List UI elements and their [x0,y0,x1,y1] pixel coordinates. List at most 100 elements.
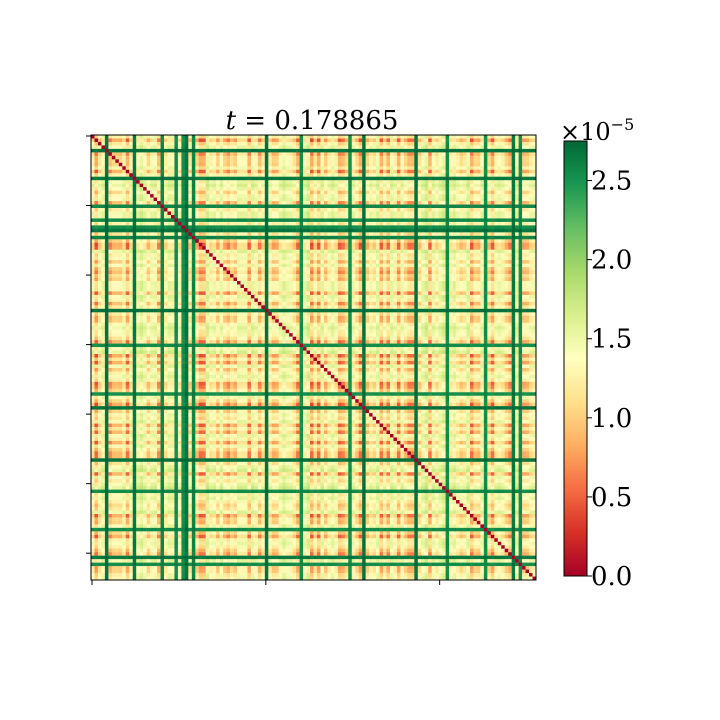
heatmap-cell [170,166,175,171]
heatmap-cell [264,162,269,167]
heatmap-cell [181,169,186,174]
heatmap-cell [264,256,269,261]
heatmap-cell [330,159,335,164]
heatmap-cell [438,159,443,164]
heatmap-cell [205,232,210,237]
heatmap-cell [125,183,130,188]
heatmap-cell [177,169,182,174]
heatmap-cell [494,145,499,150]
heatmap-cell [344,197,349,202]
heatmap-cell [424,267,429,271]
heatmap-cell [108,176,113,181]
heatmap-cell [243,214,248,219]
heatmap-cell [296,194,300,198]
heatmap-cell [310,197,314,202]
heatmap-cell [313,180,318,184]
heatmap-cell [278,232,283,237]
heatmap-cell [494,211,499,216]
heatmap-cell [431,246,436,250]
heatmap-cell [170,141,175,146]
heatmap-cell [122,214,127,219]
heatmap-cell [410,201,415,205]
heatmap-cell [191,225,196,230]
heatmap-cell [271,228,276,233]
heatmap-cell [285,214,290,219]
heatmap-cell [494,267,499,271]
heatmap-cell [327,201,332,205]
heatmap-cell [428,190,432,195]
heatmap-cell [299,180,304,184]
heatmap-cell [205,183,210,188]
heatmap-cell [504,263,509,268]
heatmap-cell [452,169,457,174]
heatmap-cell [292,183,297,188]
heatmap-cell [143,176,147,181]
heatmap-cell [223,249,227,254]
heatmap-cell [508,166,512,171]
heatmap-cell [129,148,133,153]
heatmap-cell [184,183,189,188]
heatmap-cell [334,190,339,195]
heatmap-cell [323,155,328,160]
heatmap-cell [91,138,95,143]
heatmap-cell [177,249,182,254]
heatmap-cell [466,204,471,209]
heatmap-cell [511,152,516,157]
heatmap-cell [449,180,453,184]
heatmap-cell [417,148,422,153]
heatmap-cell [379,208,384,212]
heatmap-cell [344,232,349,237]
heatmap-cell [146,152,151,157]
heatmap-cell [212,197,217,202]
heatmap-cell [518,162,523,167]
heatmap-cell [386,211,391,216]
heatmap-cell [143,166,147,171]
heatmap-cell [327,249,332,254]
heatmap-cell [400,225,405,230]
heatmap-cell [435,218,439,223]
heatmap-cell [174,214,179,219]
heatmap-cell [164,197,168,202]
heatmap-cell [518,180,523,184]
heatmap-cell [254,204,259,209]
heatmap-cell [466,214,471,219]
heatmap-cell [184,148,189,153]
heatmap-cell [299,135,304,139]
heatmap-cell [431,135,436,139]
heatmap-cell [257,246,262,250]
heatmap-cell [278,152,283,157]
heatmap-cell [351,232,356,237]
heatmap-cell [146,138,151,143]
heatmap-cell [424,242,429,247]
heatmap-cell [282,253,286,257]
heatmap-cell [459,138,464,143]
heatmap-cell [285,225,290,230]
heatmap-cell [226,228,231,233]
heatmap-cell [428,135,432,139]
heatmap-cell [483,228,488,233]
heatmap-cell [522,253,526,257]
heatmap-cell [247,214,252,219]
heatmap-cell [442,194,446,198]
heatmap-cell [164,253,168,257]
heatmap-cell [438,249,443,254]
heatmap-cell [101,242,106,247]
heatmap-cell [497,221,502,226]
heatmap-cell [421,253,425,257]
heatmap-cell [143,141,147,146]
heatmap-cell [108,135,113,139]
heatmap-cell [143,235,147,240]
heatmap-cell [104,197,109,202]
heatmap-cell [456,232,460,237]
heatmap-cell [494,263,499,268]
heatmap-cell [306,169,311,174]
heatmap-cell [386,239,391,244]
heatmap-cell [150,221,154,226]
heatmap-cell [515,159,519,164]
heatmap-cell [101,225,106,230]
heatmap-cell [136,194,140,198]
heatmap-cell [122,221,127,226]
heatmap-cell [243,152,248,157]
heatmap-cell [483,159,488,164]
heatmap-cell [150,235,154,240]
